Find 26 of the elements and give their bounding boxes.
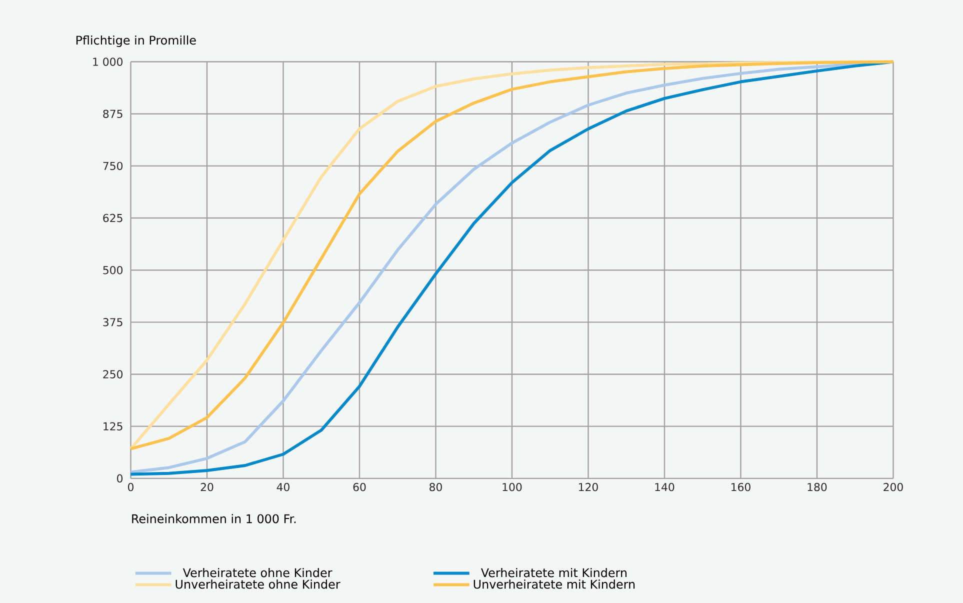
y-tick-label: 625 [103,214,122,222]
x-tick-label: 180 [808,482,827,492]
y-tick-label: 750 [103,162,123,170]
x-tick-label: 60 [353,482,366,492]
y-tick-label: 1 000 [93,58,122,66]
y-tick-label: 500 [103,266,123,274]
legend-label: Unverheiratete mit Kindern [474,580,635,589]
x-tick-label: 0 [128,482,134,492]
x-tick-label: 80 [430,482,442,492]
y-axis-title: Pflichtige in Promille [76,35,196,47]
y-tick-label: 375 [103,318,122,326]
y-tick-label: 0 [117,474,123,483]
legend-label: Verheiratete mit Kindern [480,568,627,578]
x-tick-label: 140 [655,482,674,492]
y-tick-label: 875 [103,110,122,118]
legend-label: Unverheiratete ohne Kinder [176,580,340,589]
x-tick-label: 100 [502,482,522,492]
x-tick-label: 160 [732,482,750,492]
y-tick-label: 125 [104,422,122,430]
x-tick-label: 40 [276,482,290,492]
x-tick-label: 200 [884,482,903,492]
y-tick-label: 250 [103,370,123,378]
legend-label: Verheiratete ohne Kinder [182,568,332,578]
x-tick-label: 20 [200,482,214,492]
x-axis-title: Reineinkommen in 1 000 Fr. [132,514,296,524]
x-tick-label: 120 [579,482,598,492]
